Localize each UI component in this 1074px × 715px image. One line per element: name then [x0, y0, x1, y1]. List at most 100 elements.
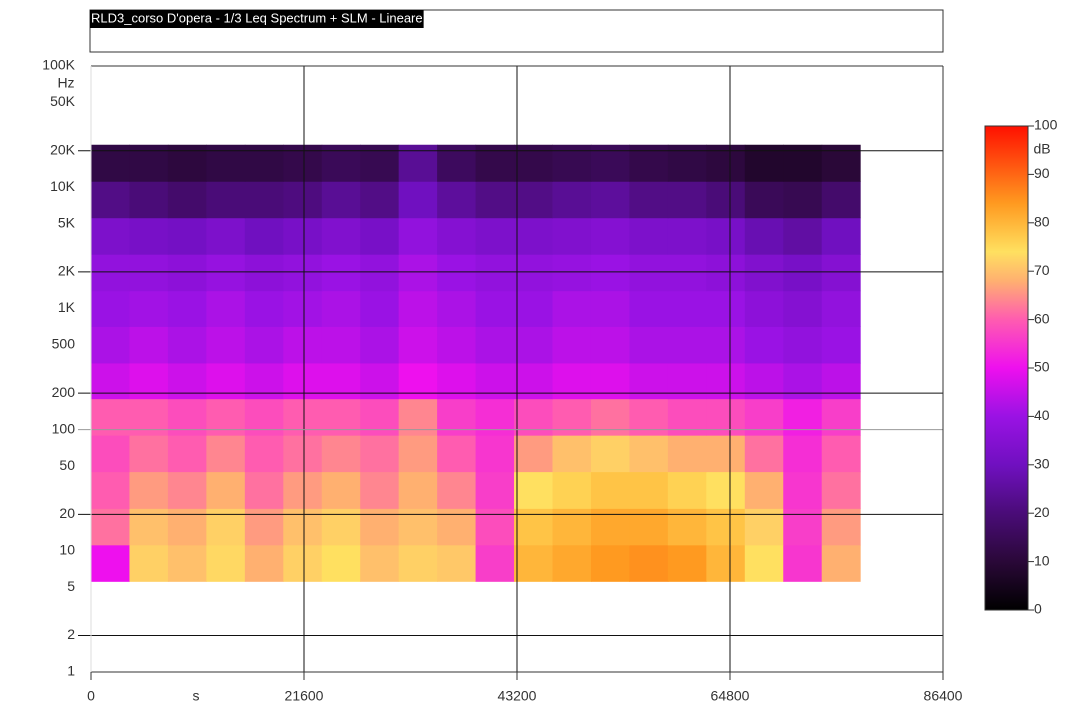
spectrum-cell: [590, 435, 630, 473]
spectrum-cell: [552, 544, 592, 582]
spectrum-cell: [706, 471, 746, 509]
spectrum-cell: [244, 254, 284, 292]
spectrum-cell: [744, 544, 784, 582]
x-tick-label: 0: [87, 688, 95, 704]
spectrum-cell: [552, 181, 592, 219]
x-tick-label: 86400: [924, 688, 963, 704]
colorbar-tick-label: 0: [1034, 601, 1042, 617]
spectrum-cell: [206, 435, 246, 473]
spectrum-cell: [91, 362, 130, 400]
spectrum-cell: [514, 435, 553, 473]
spectrum-cell: [629, 362, 669, 400]
spectrum-cell: [629, 217, 669, 255]
spectrum-cell: [129, 326, 169, 364]
spectrum-cell: [398, 435, 438, 473]
spectrum-cell: [552, 254, 592, 292]
title-background: [90, 10, 424, 28]
spectrum-cell: [244, 326, 284, 364]
spectrum-cell: [91, 181, 130, 219]
spectrum-cell: [706, 362, 746, 400]
spectrum-cell: [360, 471, 400, 509]
spectrum-cell: [91, 290, 130, 327]
spectrum-cell: [629, 326, 669, 364]
spectrum-cell: [360, 435, 400, 473]
spectrum-cell: [552, 290, 592, 327]
spectrum-cell: [167, 544, 207, 582]
spectrum-cell: [821, 362, 861, 400]
spectrum-cell: [360, 290, 400, 327]
spectrum-cell: [552, 435, 592, 473]
spectrum-cell: [667, 217, 707, 255]
spectrum-cell: [590, 254, 630, 292]
spectrum-cell: [321, 362, 361, 400]
spectrum-cell: [91, 326, 130, 364]
spectrum-cell: [206, 544, 246, 582]
spectrum-cell: [206, 217, 246, 255]
spectrum-cell: [437, 544, 477, 582]
spectrum-cell: [475, 181, 515, 219]
spectrum-cell: [514, 290, 553, 327]
spectrum-cell: [514, 362, 553, 400]
spectrum-cell: [398, 544, 438, 582]
spectrum-cell: [744, 435, 784, 473]
spectrum-cell: [321, 544, 361, 582]
spectrum-cell: [398, 254, 438, 292]
y-tick-label: 20: [59, 505, 75, 521]
spectrum-cell: [167, 362, 207, 400]
spectrum-cell: [590, 290, 630, 327]
spectrum-cell: [821, 544, 861, 582]
y-tick-label: 200: [52, 384, 76, 400]
spectrum-cell: [283, 471, 323, 509]
spectrum-cell: [783, 326, 823, 364]
spectrum-cell: [321, 217, 361, 255]
spectrum-cell: [783, 471, 823, 509]
spectrum-cell: [206, 362, 246, 400]
spectrum-cell: [783, 254, 823, 292]
spectrum-cell: [590, 544, 630, 582]
colorbar-tick-label: 60: [1034, 310, 1050, 326]
spectrum-cell: [91, 435, 130, 473]
spectrum-cell: [206, 471, 246, 509]
spectrum-cell: [398, 362, 438, 400]
spectrum-cell: [514, 326, 553, 364]
x-axis-label: s: [193, 688, 200, 704]
spectrum-cell: [437, 326, 477, 364]
colorbar-tick-label: 80: [1034, 214, 1050, 230]
spectrum-cell: [244, 362, 284, 400]
y-tick-label: 5: [67, 578, 75, 594]
spectrum-cell: [360, 326, 400, 364]
spectrum-cell: [744, 254, 784, 292]
spectrum-cell: [744, 471, 784, 509]
spectrum-cell: [167, 471, 207, 509]
spectrum-cell: [437, 290, 477, 327]
y-tick-label: 50K: [50, 93, 76, 109]
spectrum-cell: [206, 290, 246, 327]
spectrum-cell: [667, 326, 707, 364]
spectrum-cell: [475, 326, 515, 364]
spectrum-cell: [129, 435, 169, 473]
spectrum-cell: [283, 362, 323, 400]
colorbar-tick-label: 10: [1034, 552, 1050, 568]
spectrum-cell: [283, 290, 323, 327]
spectrum-cell: [706, 254, 746, 292]
spectrum-cell: [91, 471, 130, 509]
spectrum-cell: [629, 181, 669, 219]
x-tick-label: 64800: [711, 688, 750, 704]
spectrum-cell: [744, 217, 784, 255]
spectrum-cell: [667, 362, 707, 400]
spectrum-cell: [283, 326, 323, 364]
spectrum-cell: [744, 290, 784, 327]
spectrum-cell: [321, 181, 361, 219]
spectrum-cell: [129, 217, 169, 255]
spectrum-cell: [167, 435, 207, 473]
spectrum-cell: [167, 254, 207, 292]
chart-title: RLD3_corso D'opera - 1/3 Leq Spectrum + …: [91, 10, 423, 25]
spectrum-cell: [590, 362, 630, 400]
spectrum-cell: [321, 435, 361, 473]
spectrum-cell: [283, 254, 323, 292]
y-tick-label: 2: [67, 626, 75, 642]
spectrum-cell: [206, 254, 246, 292]
spectrum-cell: [667, 254, 707, 292]
y-tick-label: 100K: [42, 57, 75, 73]
spectrum-cell: [475, 544, 515, 582]
